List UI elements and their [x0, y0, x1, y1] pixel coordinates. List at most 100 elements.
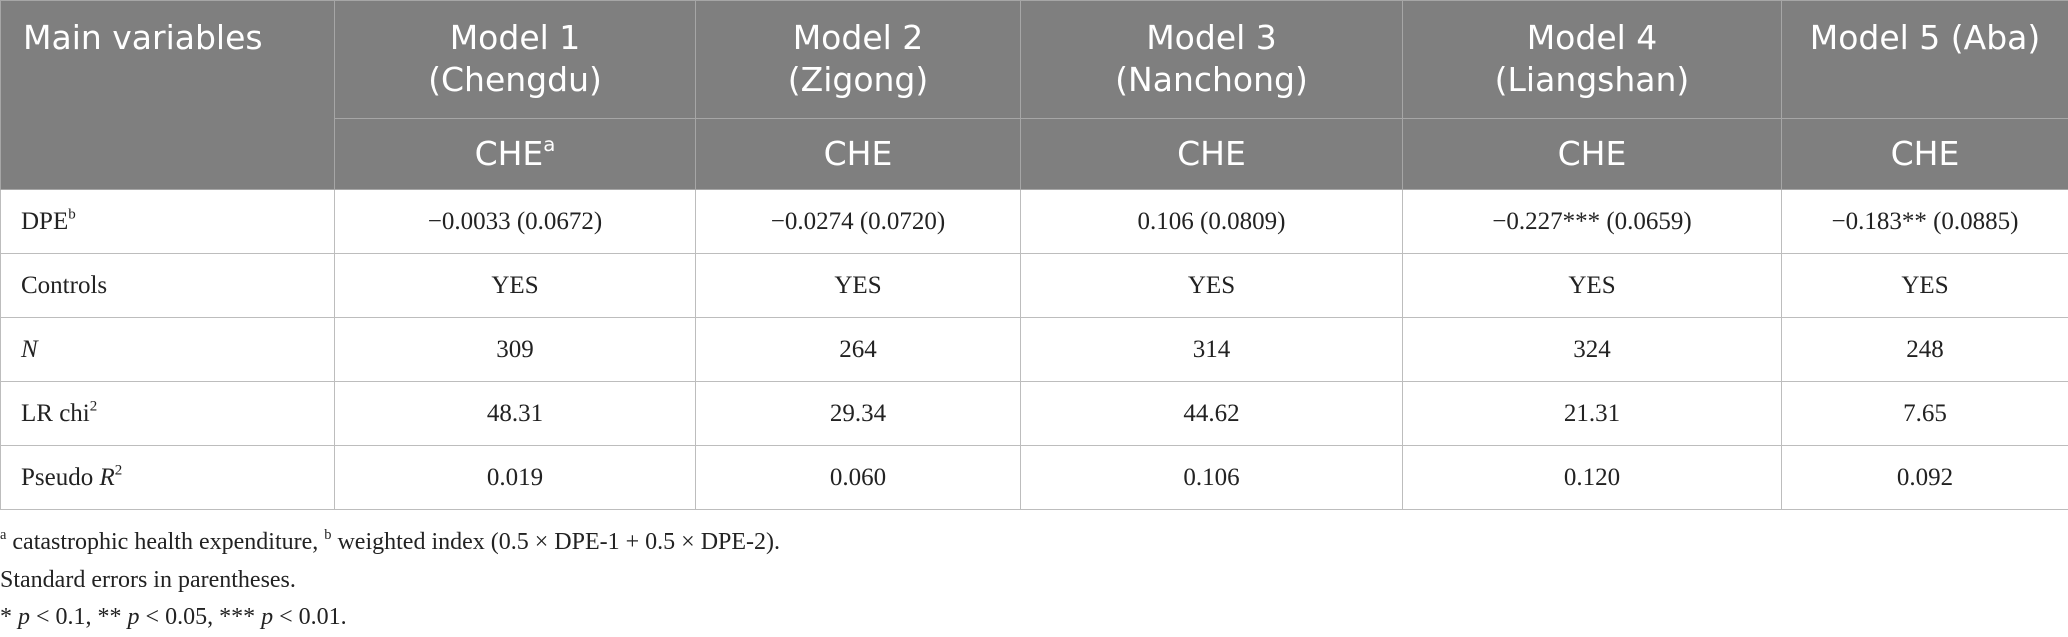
text: DPE	[21, 208, 68, 235]
results-table: Main variables Model 1(Chengdu)Model 2(Zi…	[0, 0, 2068, 510]
cell: 324	[1403, 318, 1782, 382]
header-line: (Liangshan)	[1404, 59, 1780, 101]
text: −0.0033 (0.0672)	[428, 208, 603, 235]
cell: YES	[696, 254, 1021, 318]
cell: −0.0033 (0.0672)	[335, 190, 696, 254]
footnotes: a catastrophic health expenditure, b wei…	[0, 510, 2068, 637]
text: 0.019	[487, 464, 543, 491]
cell: 29.34	[696, 382, 1021, 446]
cell: YES	[1021, 254, 1403, 318]
cell: 264	[696, 318, 1021, 382]
cell: 0.019	[335, 446, 696, 510]
cell: 248	[1782, 318, 2068, 382]
header-row: Main variables Model 1(Chengdu)Model 2(Zi…	[1, 1, 2068, 119]
cell: 44.62	[1021, 382, 1403, 446]
text: < 0.1, **	[30, 604, 128, 630]
text: −0.183** (0.0885)	[1832, 208, 2019, 235]
text: 0.092	[1897, 464, 1953, 491]
text: Main variables	[23, 18, 263, 57]
header-cell: Model 4(Liangshan)	[1403, 1, 1782, 119]
text: CHE	[1891, 134, 1960, 173]
cell: 7.65	[1782, 382, 2068, 446]
header-line: Model 3	[1022, 17, 1401, 59]
cell: −0.183** (0.0885)	[1782, 190, 2068, 254]
footnote: * p < 0.1, ** p < 0.05, *** p < 0.01.	[0, 599, 2068, 637]
footnote: a catastrophic health expenditure, b wei…	[0, 524, 2068, 562]
text: YES	[491, 272, 538, 299]
row-label: LR chi2	[1, 382, 335, 446]
text: 248	[1906, 336, 1944, 363]
cell: 21.31	[1403, 382, 1782, 446]
text: 29.34	[830, 400, 886, 427]
header-line: Model 5 (Aba)	[1783, 17, 2067, 59]
text: 21.31	[1564, 400, 1620, 427]
header-cell: Model 5 (Aba)	[1782, 1, 2068, 119]
text: Pseudo	[21, 464, 99, 491]
row-label: N	[1, 318, 335, 382]
header-line: (Zigong)	[697, 59, 1019, 101]
cell: YES	[1782, 254, 2068, 318]
cell: YES	[1403, 254, 1782, 318]
text: 309	[496, 336, 534, 363]
header-line: Model 2	[697, 17, 1019, 59]
header-line: Model 4	[1404, 17, 1780, 59]
subheader-cell: CHE	[1782, 119, 2068, 190]
text: CHE	[1558, 134, 1627, 173]
subheader-cell: CHEa	[335, 119, 696, 190]
cell: −0.227*** (0.0659)	[1403, 190, 1782, 254]
text: 44.62	[1183, 400, 1239, 427]
row-label: DPEb	[1, 190, 335, 254]
italic: p	[128, 604, 140, 630]
superscript: 2	[115, 462, 123, 478]
italic: p	[261, 604, 273, 630]
table-head: Main variables Model 1(Chengdu)Model 2(Zi…	[1, 1, 2068, 190]
text: CHE	[1177, 134, 1246, 173]
text: Standard errors in parentheses.	[0, 567, 296, 593]
cell: 0.060	[696, 446, 1021, 510]
header-line: (Chengdu)	[336, 59, 694, 101]
italic: N	[21, 336, 38, 363]
cell: −0.0274 (0.0720)	[696, 190, 1021, 254]
text: −0.227*** (0.0659)	[1492, 208, 1692, 235]
text: CHE	[824, 134, 893, 173]
text: < 0.05, ***	[140, 604, 262, 630]
footnote: Standard errors in parentheses.	[0, 562, 2068, 600]
superscript: a	[543, 133, 555, 156]
cell: 48.31	[335, 382, 696, 446]
superscript: 2	[90, 398, 98, 414]
table-body: DPEb −0.0033 (0.0672) −0.0274 (0.0720) 0.10…	[1, 190, 2068, 510]
header-cell: Model 1(Chengdu)	[335, 1, 696, 119]
text: 0.106 (0.0809)	[1138, 208, 1286, 235]
text: 0.106	[1183, 464, 1239, 491]
italic: R	[99, 464, 114, 491]
text: YES	[1568, 272, 1615, 299]
text: catastrophic health expenditure,	[6, 529, 324, 555]
text: *	[0, 604, 18, 630]
table-row: DPEb −0.0033 (0.0672) −0.0274 (0.0720) 0.10…	[1, 190, 2068, 254]
cell: 314	[1021, 318, 1403, 382]
text: 0.060	[830, 464, 886, 491]
row-label: Controls	[1, 254, 335, 318]
text: Controls	[21, 272, 107, 299]
text: CHE	[475, 134, 544, 173]
subheader-cell: CHE	[696, 119, 1021, 190]
header-cell: Model 2(Zigong)	[696, 1, 1021, 119]
cell: 0.092	[1782, 446, 2068, 510]
italic: p	[18, 604, 30, 630]
text: 7.65	[1903, 400, 1947, 427]
cell: 0.106 (0.0809)	[1021, 190, 1403, 254]
cell: 309	[335, 318, 696, 382]
text: −0.0274 (0.0720)	[771, 208, 946, 235]
subheader-cell: CHE	[1021, 119, 1403, 190]
cell: YES	[335, 254, 696, 318]
text: < 0.01.	[273, 604, 347, 630]
cell: 0.106	[1021, 446, 1403, 510]
header-line: (Nanchong)	[1022, 59, 1401, 101]
text: weighted index (0.5 × DPE-1 + 0.5 × DPE-…	[331, 529, 780, 555]
header-line: Model 1	[336, 17, 694, 59]
text: 324	[1573, 336, 1611, 363]
